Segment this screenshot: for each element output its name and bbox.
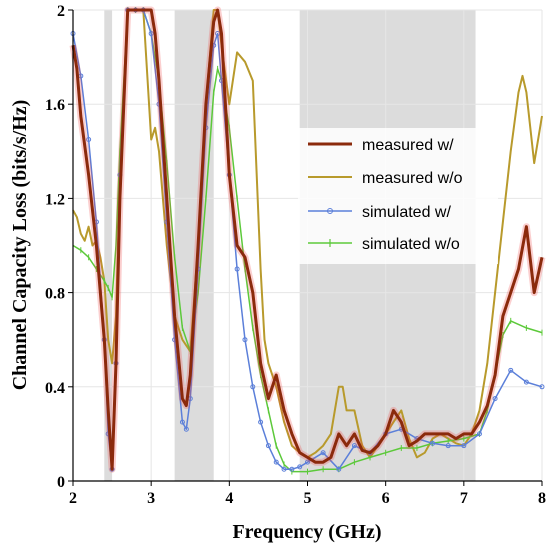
series-point-2 [273, 459, 279, 465]
series-point-2 [148, 31, 154, 37]
series-point-2 [461, 443, 467, 449]
x-tick-label: 4 [225, 490, 233, 507]
shaded-band [104, 10, 113, 481]
y-tick-label: 0.8 [45, 286, 65, 303]
series-point-2 [508, 367, 514, 373]
series-point-2 [523, 379, 529, 385]
legend-label-1: measured w/o [362, 170, 463, 187]
series-point-2 [183, 426, 189, 432]
x-tick-label: 5 [304, 490, 312, 507]
y-tick-label: 0.4 [45, 380, 65, 397]
legend-label-2: simulated w/ [362, 204, 451, 221]
series-point-2 [258, 419, 264, 425]
legend: measured w/ measured w/o simulated w/ si… [298, 128, 498, 264]
series-point-2 [476, 431, 482, 437]
x-axis-title: Frequency (GHz) [232, 521, 381, 543]
series-point-2 [265, 443, 271, 449]
series-point-2 [351, 443, 357, 449]
series-point-2 [492, 396, 498, 402]
series-point-2 [289, 466, 295, 472]
legend-background [298, 128, 498, 264]
legend-entry-2: simulated w/ [308, 204, 451, 221]
y-tick-label: 2 [57, 3, 65, 20]
series-point-2 [86, 137, 92, 143]
series-line-0 [71, 8, 544, 471]
series-point-2 [281, 466, 287, 472]
series-point-2 [539, 384, 545, 390]
series-lines [69, 6, 546, 475]
series-point-2 [242, 337, 248, 343]
legend-entry-3: simulated w/o [308, 236, 460, 253]
legend-label-0: measured w/ [362, 137, 454, 154]
series-point-2 [445, 443, 451, 449]
x-tick-label: 2 [69, 490, 77, 507]
series-point-2 [215, 31, 221, 37]
x-tick-label: 7 [460, 490, 468, 507]
series-point-2 [250, 384, 256, 390]
legend-entry-1: measured w/o [308, 170, 463, 187]
y-tick-label: 0 [57, 474, 65, 491]
legend-marker-2 [327, 208, 333, 214]
tick-labels: 2 3 4 5 6 7 8 0 0.4 0.8 1.2 1.6 2 [45, 3, 546, 507]
legend-label-3: simulated w/o [362, 236, 460, 253]
x-tick-label: 3 [147, 490, 155, 507]
series-point-2 [234, 266, 240, 272]
legend-entry-0: measured w/ [308, 137, 454, 154]
series-point-2 [320, 450, 326, 456]
x-tick-label: 6 [382, 490, 390, 507]
y-tick-label: 1.2 [45, 191, 65, 208]
series-point-2 [179, 419, 185, 425]
series-point-2 [305, 459, 310, 465]
series-point-2 [336, 466, 342, 472]
x-tick-label: 8 [538, 490, 546, 507]
series-line-3 [72, 9, 543, 473]
y-axis-title: Channel Capacity Loss (bits/s/Hz) [9, 100, 31, 391]
y-tick-label: 1.6 [45, 97, 65, 114]
series-point-2 [430, 440, 436, 446]
series-point-2 [297, 464, 303, 470]
